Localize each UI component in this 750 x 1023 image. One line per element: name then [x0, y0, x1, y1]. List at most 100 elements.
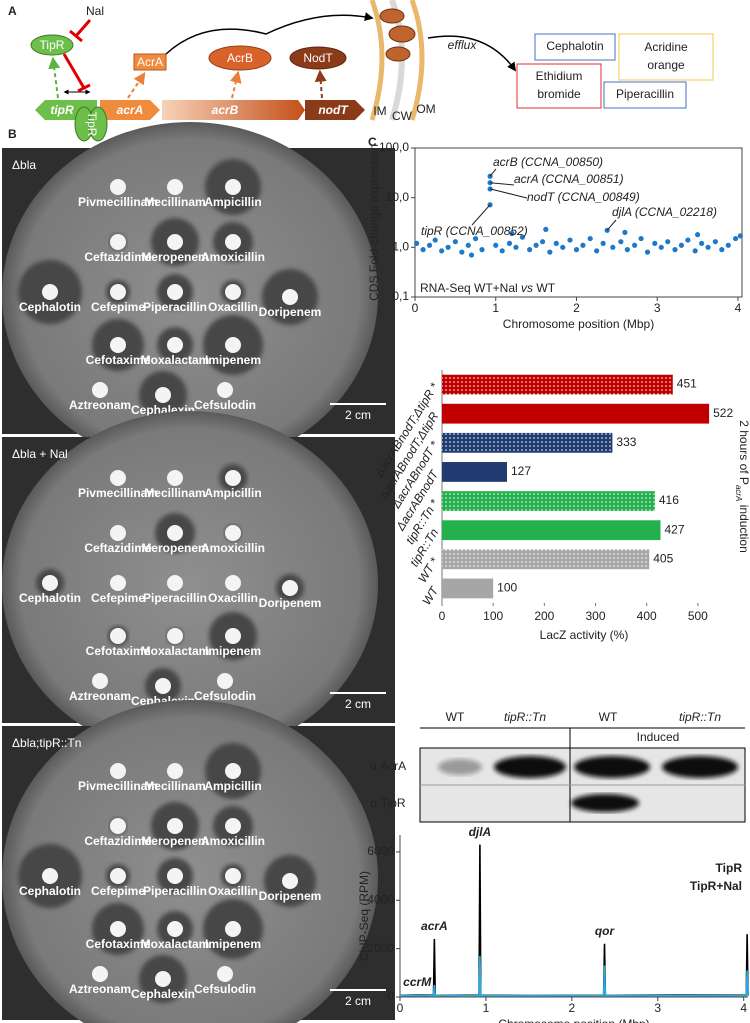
blot-band [494, 756, 566, 778]
antibiotic-label: Meropenem [141, 834, 208, 848]
point [414, 240, 420, 247]
antibiotic-label: Mecillinam [144, 779, 205, 793]
antibiotic-disk [92, 673, 108, 689]
y-tick-label: 2000 [367, 941, 394, 955]
antibiotic-disk [217, 966, 233, 982]
value-label: 333 [616, 435, 636, 449]
point [622, 229, 628, 235]
membrane [409, 0, 425, 121]
antibiotic-label: Aztreonam [69, 398, 131, 412]
antibiotic-disk [167, 337, 183, 353]
protein-acrb [208, 45, 272, 71]
point [459, 249, 465, 255]
antibiotic-label: Meropenem [141, 250, 208, 264]
plate-dish [2, 411, 378, 757]
antibiotic-disk [167, 525, 183, 541]
antibiotic-disk [155, 971, 171, 987]
scale-bar-label: 2 cm [345, 994, 371, 1008]
efflux-arrow [427, 35, 517, 72]
inhibition [62, 53, 91, 93]
antibiotic-disk [42, 868, 58, 884]
point [587, 235, 593, 242]
antibiotic-label: Oxacillin [208, 884, 258, 898]
point [699, 240, 705, 247]
expression-arrow [314, 69, 327, 99]
plate-title: Δbla;tipR::Tn [12, 736, 81, 750]
point [560, 244, 566, 250]
antibiotic-disk [92, 966, 108, 982]
antibiotic-label: Imipenem [205, 937, 261, 951]
blot-row: α TipR [370, 796, 405, 810]
point [705, 244, 711, 250]
antibiotic-label: Meropenem [141, 541, 208, 555]
antibiotic-label: Piperacillin [143, 300, 207, 314]
annotation-leader [489, 168, 497, 177]
antibiotic-disk [225, 337, 241, 353]
peak-label: ccrM [403, 975, 432, 989]
y-axis-label: CDS Fold-change expression [367, 144, 381, 301]
annotation-leader [489, 188, 528, 199]
bar [442, 432, 613, 453]
point [506, 240, 513, 247]
expression-arrow [48, 56, 61, 99]
point [547, 249, 553, 255]
antibiotic-label: Pivmecillinam [78, 779, 158, 793]
antibiotic-label: Cephalotin [19, 591, 81, 605]
membrane-label: CW [392, 109, 413, 123]
antibiotic-disk [167, 868, 183, 884]
protein-label: AcrB [227, 51, 253, 65]
antibiotic-disk [110, 179, 126, 195]
annotation: tipR (CCNA_00852) [421, 224, 528, 238]
antibiotic-label: Amoxicillin [201, 541, 265, 555]
gene-acrb [162, 100, 305, 120]
antibiotic-disk [225, 575, 241, 591]
antibiotic-label: Cefotaxime [86, 353, 151, 367]
x-axis-label: Chromosome position (Mbp) [503, 317, 654, 331]
point [432, 237, 438, 243]
x-tick-label: 0 [412, 301, 419, 315]
substrate: bromide [537, 87, 581, 101]
plate-title: Δbla [12, 158, 36, 172]
inhibition [69, 19, 92, 43]
legend-entry: TipR [716, 861, 743, 875]
value-label: 451 [677, 377, 697, 391]
antibiotic-label: Moxalactam [141, 644, 210, 658]
point [499, 248, 505, 254]
point [445, 244, 451, 250]
y-tick-label: 1,0 [392, 240, 409, 254]
antibiotic-label: Cefsulodin [194, 398, 256, 412]
protein-label: NodT [303, 51, 333, 65]
antibiotic-label: Moxalactam [141, 937, 210, 951]
x-tick-label: 3 [654, 301, 661, 315]
side-label-part: induction [737, 501, 750, 552]
point [712, 239, 718, 245]
point [600, 240, 606, 247]
side-label: 2 hours of PacrA induction [734, 420, 750, 553]
membrane [369, 0, 385, 121]
dimer-label: TipR [85, 112, 99, 137]
blot-column: WT [599, 710, 618, 724]
point [472, 235, 479, 242]
gene-label: acrA [117, 103, 144, 117]
antibiotic-label: Doripenem [259, 596, 322, 610]
plot-label-part: RNA-Seq WT+Nal [420, 281, 521, 295]
point [509, 230, 515, 237]
value-label: 100 [497, 581, 517, 595]
substrate-box [618, 33, 714, 81]
antibiotic-label: Cefotaxime [86, 644, 151, 658]
point [610, 244, 616, 250]
point [468, 252, 475, 258]
gene-label: tipR [50, 103, 74, 117]
point [465, 242, 471, 248]
point [638, 235, 644, 242]
point [692, 248, 698, 254]
antibiotic-disk [282, 580, 298, 596]
antibiotic-disk [42, 575, 58, 591]
antibiotic-disk [225, 921, 241, 937]
antibiotic-disk [110, 284, 126, 300]
point [644, 249, 651, 255]
antibiotic-disk [155, 678, 171, 694]
antibiotic-label: Cefotaxime [86, 937, 151, 951]
